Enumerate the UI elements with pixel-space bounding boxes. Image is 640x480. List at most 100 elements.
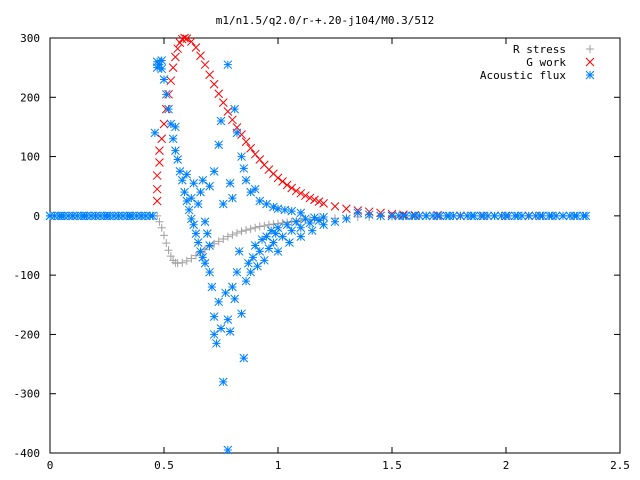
r-stress-point [242, 226, 251, 235]
acoustic-flux-point [189, 178, 198, 188]
acoustic-flux-point [228, 282, 237, 292]
acoustic-flux-point [166, 119, 176, 129]
g-work-point [319, 199, 328, 208]
g-work-point [155, 158, 164, 167]
g-work-point [250, 149, 260, 159]
acoustic-flux-point [239, 353, 249, 363]
acoustic-flux-point [225, 327, 235, 336]
r-stress-point [160, 231, 168, 240]
y-tick-label: -400 [14, 447, 41, 460]
acoustic-flux-point [517, 211, 527, 221]
acoustic-flux-point [255, 247, 265, 256]
acoustic-flux-point [223, 315, 233, 324]
acoustic-flux-point [241, 276, 251, 286]
g-work-point [223, 107, 233, 116]
acoustic-flux-point [248, 253, 258, 262]
acoustic-flux-point [287, 226, 297, 236]
acoustic-flux-point [191, 229, 201, 238]
g-work-point [330, 202, 340, 211]
acoustic-flux-point [171, 122, 180, 132]
acoustic-flux-point [173, 155, 183, 164]
acoustic-flux-point [296, 223, 306, 233]
acoustic-flux-point [180, 187, 189, 197]
g-work-point [291, 186, 301, 196]
acoustic-flux-point [410, 211, 420, 221]
acoustic-flux-point [558, 211, 568, 221]
series-acoustic-flux [45, 56, 591, 455]
g-work-point [241, 137, 251, 147]
acoustic-flux-point [175, 167, 185, 176]
r-stress-point [246, 224, 255, 233]
acoustic-flux-point [287, 206, 297, 216]
g-work-point [301, 191, 310, 201]
acoustic-flux-point [228, 193, 237, 203]
acoustic-flux-point [196, 187, 205, 197]
acoustic-flux-point [141, 211, 151, 221]
acoustic-flux-point [102, 211, 112, 221]
legend-marker [585, 57, 595, 67]
g-work-point [159, 119, 169, 129]
acoustic-flux-point [187, 214, 196, 224]
acoustic-flux-point [216, 116, 226, 126]
acoustic-flux-point [155, 60, 164, 70]
x-tick-label: 2 [503, 459, 510, 472]
g-work-point [168, 63, 178, 72]
acoustic-flux-point [259, 255, 269, 265]
acoustic-flux-point [415, 211, 424, 221]
g-work-point [246, 143, 255, 153]
g-work-point [237, 130, 246, 139]
acoustic-flux-point [230, 294, 240, 304]
acoustic-flux-point [269, 238, 278, 247]
acoustic-flux-point [118, 211, 128, 221]
acoustic-flux-point [513, 211, 522, 221]
r-stress-point [219, 234, 228, 243]
acoustic-flux-point [278, 232, 287, 241]
r-stress-point [182, 256, 191, 265]
acoustic-flux-point [73, 211, 82, 221]
acoustic-flux-point [399, 211, 408, 221]
r-stress-point [264, 220, 273, 229]
acoustic-flux-point [207, 282, 217, 292]
acoustic-flux-point [310, 213, 319, 222]
acoustic-flux-point [531, 211, 540, 221]
g-work-point [305, 193, 315, 203]
r-stress-point [269, 220, 278, 229]
acoustic-flux-point [209, 167, 219, 176]
x-tick-label: 2.5 [610, 459, 630, 472]
acoustic-flux-point [565, 211, 575, 221]
acoustic-flux-point [305, 218, 315, 228]
g-work-point [157, 134, 167, 144]
r-stress-point [223, 232, 232, 241]
x-tick-label: 1 [275, 459, 282, 472]
acoustic-flux-point [157, 56, 167, 65]
acoustic-flux-point [57, 211, 66, 221]
acoustic-flux-point [205, 241, 214, 250]
r-stress-point [162, 239, 171, 248]
acoustic-flux-point [136, 211, 146, 221]
acoustic-flux-point [218, 199, 228, 209]
acoustic-flux-point [273, 223, 283, 233]
g-work-point [200, 60, 210, 70]
acoustic-flux-point [342, 214, 351, 224]
acoustic-flux-point [282, 220, 292, 230]
acoustic-flux-point [291, 217, 301, 227]
acoustic-flux-point [150, 128, 160, 138]
acoustic-flux-point [296, 232, 306, 241]
x-tick-label: 0.5 [154, 459, 174, 472]
acoustic-flux-point [269, 202, 278, 212]
legend-marker [585, 70, 595, 80]
r-stress-point [187, 254, 196, 263]
g-work-point [182, 34, 192, 43]
acoustic-flux-point [91, 211, 100, 221]
g-work-point [180, 33, 189, 43]
r-stress-point [237, 227, 246, 236]
x-tick-label: 1.5 [382, 459, 402, 472]
acoustic-flux-point [168, 134, 178, 144]
acoustic-flux-point [225, 178, 235, 188]
r-stress-point [191, 251, 200, 260]
y-tick-label: 200 [20, 91, 40, 104]
g-work-point [196, 51, 205, 61]
acoustic-flux-point [271, 229, 281, 238]
acoustic-flux-point [483, 211, 493, 221]
